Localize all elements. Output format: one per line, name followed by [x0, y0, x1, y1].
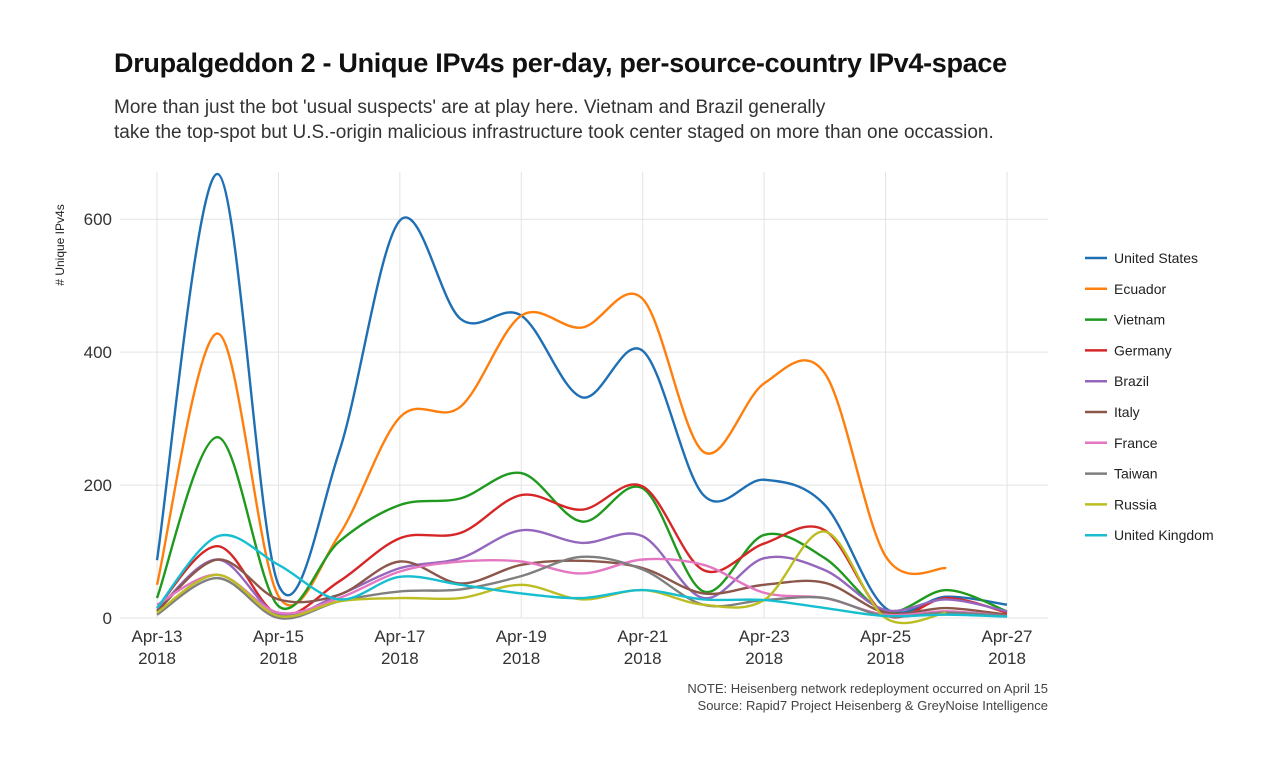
x-tick-label: Apr-19 — [496, 627, 547, 646]
x-tick-label: 2018 — [260, 649, 298, 668]
x-tick-label: Apr-27 — [981, 627, 1032, 646]
y-tick-label: 600 — [84, 210, 112, 229]
y-tick-label: 200 — [84, 476, 112, 495]
legend-label: France — [1114, 435, 1158, 451]
legend-label: United States — [1114, 250, 1198, 266]
chart-notes: NOTE: Heisenberg network redeployment oc… — [687, 680, 1048, 714]
subtitle-line: take the top-spot but U.S.-origin malici… — [114, 122, 994, 143]
legend-label: Russia — [1114, 496, 1157, 512]
x-tick-label: 2018 — [138, 649, 176, 668]
legend-label: Brazil — [1114, 373, 1149, 389]
y-tick-label: 400 — [84, 343, 112, 362]
legend-label: Taiwan — [1114, 466, 1158, 482]
x-tick-label: 2018 — [381, 649, 419, 668]
series-line-italy — [156, 558, 1008, 616]
series-line-united-kingdom — [156, 533, 1008, 618]
legend-label: Vietnam — [1114, 312, 1165, 328]
x-tick-label: 2018 — [867, 649, 905, 668]
series-line-taiwan — [156, 555, 1008, 620]
legend-label: United Kingdom — [1114, 527, 1214, 543]
legend-label: Italy — [1114, 404, 1140, 420]
series-line-united-states — [155, 172, 1008, 615]
x-tick-label: Apr-25 — [860, 627, 911, 646]
series-line-vietnam — [155, 436, 1008, 614]
series-line-ecuador — [155, 292, 947, 607]
x-tick-label: 2018 — [745, 649, 783, 668]
legend-label: Germany — [1114, 342, 1172, 358]
x-tick-label: 2018 — [988, 649, 1026, 668]
note-line: NOTE: Heisenberg network redeployment oc… — [687, 681, 1048, 696]
chart-subtitle: More than just the bot 'usual suspects' … — [114, 95, 1114, 145]
source-line: Source: Rapid7 Project Heisenberg & Grey… — [697, 698, 1048, 713]
subtitle-line: More than just the bot 'usual suspects' … — [114, 97, 826, 118]
x-tick-label: Apr-17 — [374, 627, 425, 646]
x-tick-label: Apr-13 — [131, 627, 182, 646]
x-tick-label: 2018 — [624, 649, 662, 668]
chart-title: Drupalgeddon 2 - Unique IPv4s per-day, p… — [114, 48, 1007, 78]
x-tick-label: Apr-15 — [253, 627, 304, 646]
y-axis-label: # Unique IPv4s — [53, 204, 67, 285]
x-tick-label: Apr-23 — [739, 627, 790, 646]
x-tick-label: Apr-21 — [617, 627, 668, 646]
x-tick-label: 2018 — [502, 649, 540, 668]
legend-label: Ecuador — [1114, 281, 1166, 297]
y-tick-label: 0 — [103, 609, 112, 628]
